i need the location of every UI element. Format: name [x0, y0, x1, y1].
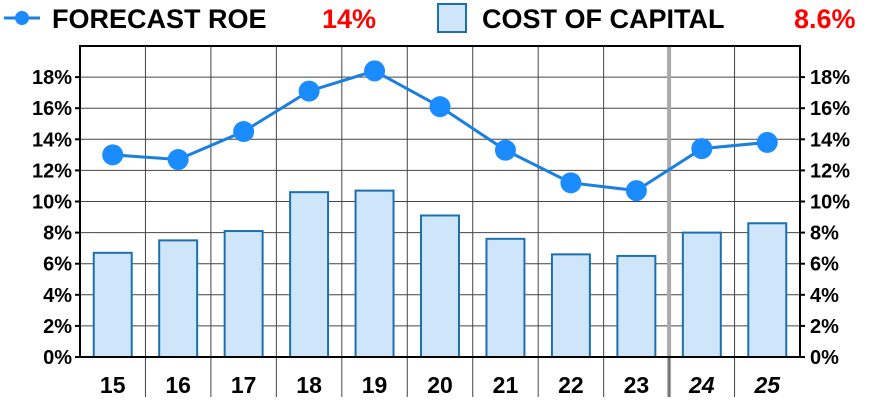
y-axis-right: 0% 2% 4% 6% 8% 10% 12% 14% 16% 18%: [800, 67, 850, 369]
roe-point-20: [429, 96, 451, 118]
roe-point-25: [756, 131, 778, 153]
x-tick-19: 19: [362, 372, 388, 398]
grid: [80, 46, 800, 397]
bar-cost-of-capital-18: [289, 191, 330, 358]
plot-frame: [79, 45, 801, 358]
x-tick-21: 21: [493, 372, 519, 398]
y-tick-right: 16%: [810, 98, 850, 120]
y-tick-right: 8%: [810, 223, 839, 245]
forecast-roe-line: [102, 60, 778, 202]
x-tick-17: 17: [231, 372, 257, 398]
x-tick-15: 15: [100, 372, 126, 398]
x-tick-23: 23: [624, 372, 650, 398]
legend: FORECAST ROE 14% COST OF CAPITAL 8.6%: [4, 3, 856, 34]
legend-coc-label: COST OF CAPITAL: [482, 4, 725, 34]
legend-roe-value: 14%: [322, 4, 376, 34]
y-tick-left: 12%: [32, 160, 72, 182]
bar-cost-of-capital-17: [223, 230, 264, 358]
legend-coc-swatch: [437, 3, 467, 33]
y-tick-right: 2%: [810, 316, 839, 338]
y-tick-left: 4%: [43, 285, 72, 307]
bar-cost-of-capital-15: [92, 251, 133, 358]
bar-cost-of-capital-20: [420, 214, 460, 358]
x-tick-16: 16: [165, 372, 191, 398]
roe-point-22: [560, 172, 582, 194]
roe-point-15: [102, 144, 124, 166]
roe-point-17: [233, 121, 255, 143]
y-tick-left: 10%: [32, 192, 72, 214]
roe-point-18: [298, 80, 320, 102]
x-tick-18: 18: [296, 372, 322, 398]
x-tick-20: 20: [427, 372, 453, 398]
x-tick-24: 24: [688, 372, 715, 398]
y-tick-left: 16%: [32, 98, 72, 120]
legend-roe-label: FORECAST ROE: [52, 4, 267, 34]
bar-cost-of-capital-16: [158, 239, 199, 358]
y-tick-right: 18%: [810, 67, 850, 89]
cost-of-capital-bars: [92, 189, 788, 359]
roe-point-24: [691, 138, 713, 160]
bar-cost-of-capital-24: [681, 231, 722, 359]
y-tick-right: 10%: [810, 192, 850, 214]
y-tick-left: 6%: [43, 254, 72, 276]
y-tick-left: 8%: [43, 223, 72, 245]
y-axis-left: 0% 2% 4% 6% 8% 10% 12% 14% 16% 18%: [32, 67, 80, 369]
y-tick-right: 12%: [810, 160, 850, 182]
legend-coc-value: 8.6%: [794, 4, 856, 34]
y-tick-left: 14%: [32, 129, 72, 151]
y-tick-right: 14%: [810, 129, 850, 151]
y-tick-right: 6%: [810, 254, 839, 276]
roe-point-16: [167, 149, 189, 171]
x-tick-22: 22: [558, 372, 584, 398]
roe-point-21: [494, 139, 516, 161]
y-tick-right: 0%: [810, 347, 839, 369]
bar-cost-of-capital-22: [550, 253, 591, 358]
x-axis: 15 16 17 18 19 20 21 22 23 24 25: [100, 357, 781, 398]
x-tick-25: 25: [753, 372, 781, 398]
y-tick-left: 0%: [43, 347, 72, 369]
y-tick-left: 2%: [43, 316, 72, 338]
bar-cost-of-capital-19: [354, 189, 395, 358]
bar-cost-of-capital-21: [485, 237, 526, 359]
legend-roe-swatch: [4, 11, 40, 25]
bar-cost-of-capital-23: [616, 254, 657, 358]
y-tick-right: 4%: [810, 285, 839, 307]
roe-point-19: [364, 60, 386, 82]
roe-point-23: [625, 180, 647, 202]
y-tick-left: 18%: [32, 67, 72, 89]
bar-cost-of-capital-25: [747, 222, 788, 358]
